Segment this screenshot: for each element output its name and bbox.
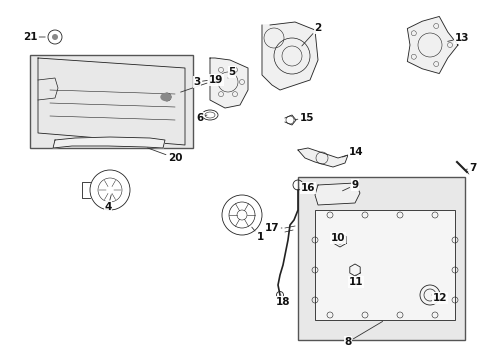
Polygon shape — [314, 183, 359, 205]
Polygon shape — [297, 148, 347, 167]
Text: 20: 20 — [147, 148, 182, 163]
Text: 5: 5 — [227, 67, 235, 78]
Text: 3: 3 — [193, 77, 207, 87]
Text: 13: 13 — [447, 33, 468, 43]
Bar — [297, 177, 464, 340]
Text: 11: 11 — [348, 275, 363, 287]
Polygon shape — [209, 58, 247, 108]
Bar — [30, 55, 193, 148]
Bar — [314, 210, 454, 320]
Polygon shape — [262, 22, 317, 90]
Text: 16: 16 — [299, 183, 315, 193]
Text: 12: 12 — [431, 293, 447, 303]
Text: 7: 7 — [465, 163, 476, 173]
Text: 8: 8 — [344, 321, 382, 347]
Text: 6: 6 — [196, 113, 206, 123]
Polygon shape — [407, 17, 457, 73]
Text: 10: 10 — [330, 233, 345, 243]
Text: 17: 17 — [264, 223, 282, 233]
Text: 2: 2 — [301, 23, 321, 46]
Text: 15: 15 — [294, 113, 314, 123]
Text: 4: 4 — [104, 195, 111, 212]
Text: 19: 19 — [180, 75, 223, 92]
Text: 1: 1 — [251, 227, 263, 242]
Text: 14: 14 — [342, 147, 363, 157]
Text: 21: 21 — [23, 32, 45, 42]
Text: 9: 9 — [342, 180, 358, 191]
Ellipse shape — [161, 94, 171, 100]
Text: 18: 18 — [275, 295, 290, 307]
Polygon shape — [53, 137, 164, 148]
Circle shape — [52, 34, 58, 40]
